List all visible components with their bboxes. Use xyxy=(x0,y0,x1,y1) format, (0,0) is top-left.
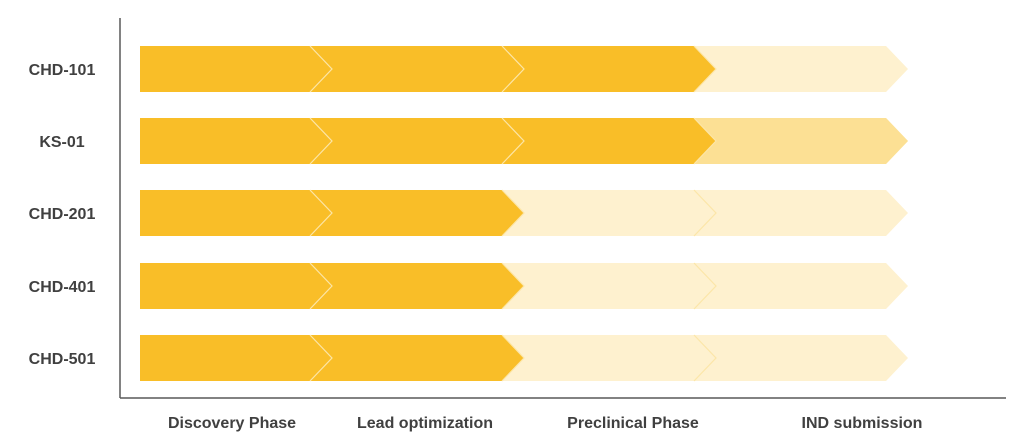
phase-divider xyxy=(501,189,525,237)
phase-label: IND submission xyxy=(802,415,923,432)
phase-divider xyxy=(693,334,717,382)
phase-divider xyxy=(501,334,525,382)
phase-divider xyxy=(501,117,525,165)
row-label: CHD-501 xyxy=(29,351,96,368)
phase-label: Lead optimization xyxy=(357,415,493,432)
phase-divider xyxy=(693,189,717,237)
phase-label: Preclinical Phase xyxy=(567,415,699,432)
bars-layer xyxy=(140,45,908,382)
labels-layer: CHD-101 KS-01 CHD-201 CHD-401 CHD-501 Discove… xyxy=(29,62,923,432)
completed-bar xyxy=(140,46,716,92)
phase-divider xyxy=(693,117,717,165)
row-label: CHD-401 xyxy=(29,279,96,296)
phase-divider xyxy=(693,45,717,93)
phase-divider xyxy=(501,45,525,93)
phase-divider xyxy=(309,262,333,310)
phase-divider xyxy=(309,45,333,93)
phase-label: Discovery Phase xyxy=(168,415,296,432)
row-label: CHD-201 xyxy=(29,206,96,223)
phase-divider xyxy=(501,262,525,310)
phase-divider xyxy=(309,189,333,237)
phase-divider xyxy=(693,262,717,310)
row-label: CHD-101 xyxy=(29,62,96,79)
phase-divider xyxy=(309,117,333,165)
axes-layer xyxy=(119,18,1006,399)
completed-bar xyxy=(140,118,716,164)
phase-divider xyxy=(309,334,333,382)
row-label: KS-01 xyxy=(39,134,84,151)
